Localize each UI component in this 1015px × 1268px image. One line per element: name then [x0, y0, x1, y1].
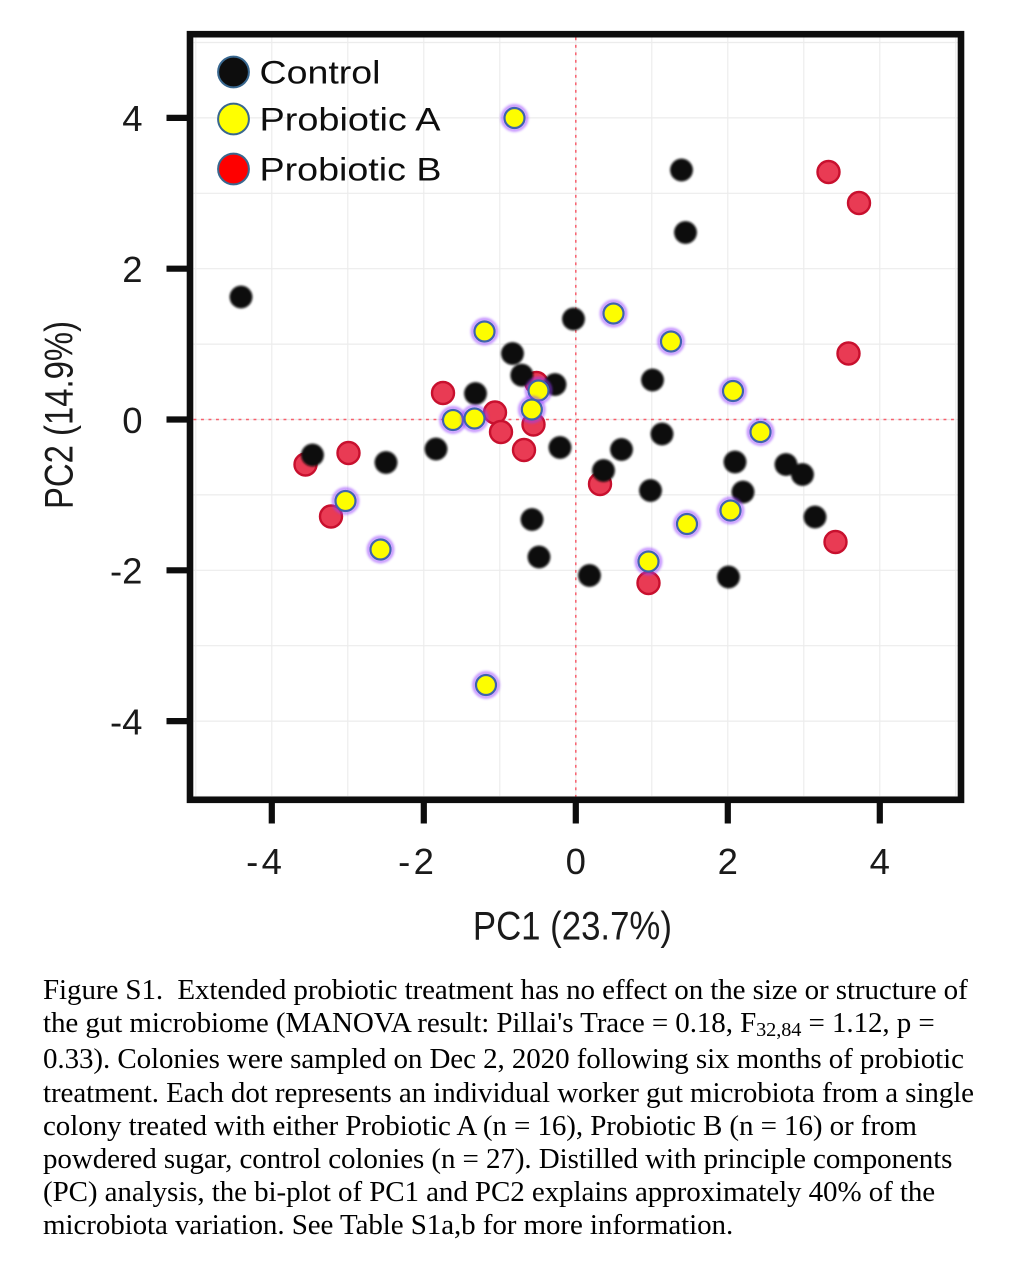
svg-text:Probiotic A: Probiotic A [260, 102, 442, 138]
svg-text:-2: -2 [110, 551, 142, 592]
svg-text:0: 0 [122, 400, 142, 441]
svg-text:0: 0 [566, 841, 586, 882]
svg-text:2: 2 [414, 841, 434, 882]
svg-text:-: - [398, 841, 410, 882]
svg-text:2: 2 [122, 249, 142, 290]
svg-text:-: - [246, 841, 258, 882]
svg-text:PC2 (14.9%): PC2 (14.9%) [38, 321, 82, 509]
svg-text:4: 4 [870, 841, 890, 882]
svg-text:-4: -4 [110, 701, 142, 742]
svg-text:Probiotic B: Probiotic B [260, 152, 442, 188]
svg-text:PC1 (23.7%): PC1 (23.7%) [473, 905, 672, 949]
svg-text:4: 4 [262, 841, 282, 882]
svg-text:4: 4 [122, 98, 142, 139]
svg-text:Control: Control [260, 55, 381, 91]
svg-text:2: 2 [718, 841, 738, 882]
